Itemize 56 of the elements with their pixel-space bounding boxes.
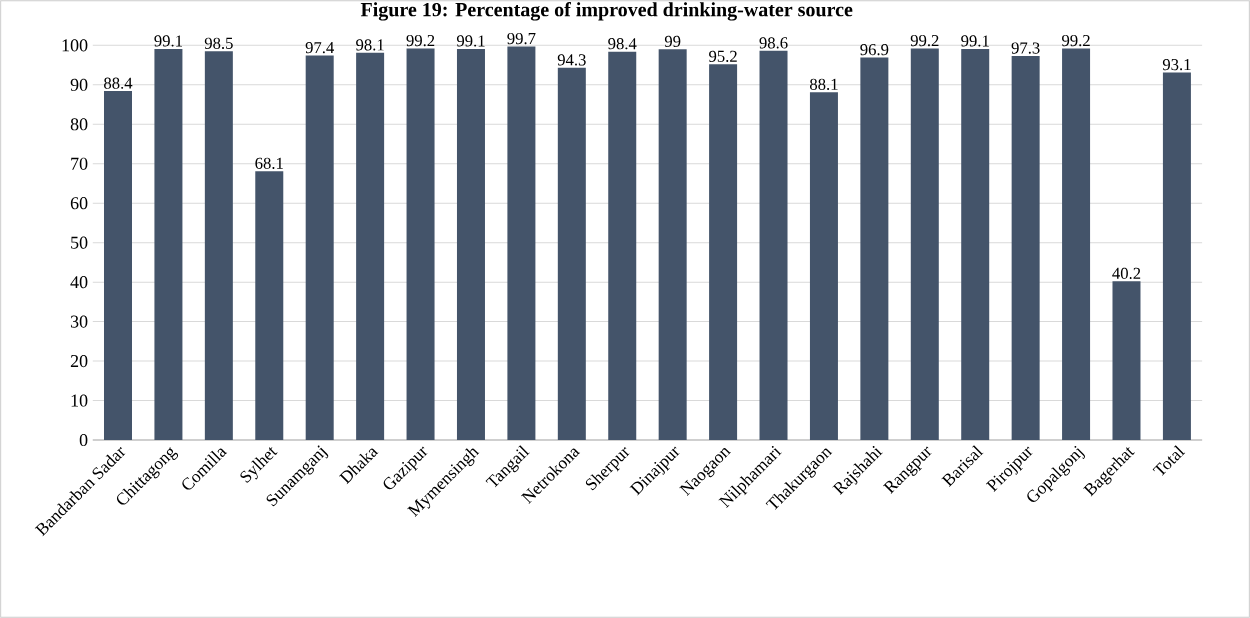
bar: [356, 52, 385, 440]
bar: [204, 51, 233, 440]
data-label: 99.1: [961, 35, 989, 47]
data-label: 99.1: [456, 35, 485, 47]
data-label: 95.2: [709, 50, 737, 62]
y-tick-label: 30: [70, 315, 88, 328]
data-label: 88.4: [104, 77, 133, 89]
data-label: 98.6: [759, 37, 788, 49]
data-label: 40.2: [1112, 267, 1141, 280]
chart-title: Figure 19: Percentage of improved drinking-water source: [360, 2, 853, 21]
y-tick-label: 90: [70, 78, 88, 91]
bar: [809, 92, 838, 440]
data-label: 68.1: [255, 157, 283, 169]
bar: [104, 91, 132, 440]
y-tick-label: 70: [71, 157, 88, 170]
data-label: 94.3: [557, 54, 586, 66]
y-tick-label: 60: [70, 197, 88, 210]
bar: [1011, 55, 1040, 440]
bar: [709, 64, 738, 440]
bar: [557, 67, 586, 440]
bar: [305, 55, 334, 440]
data-label: 97.4: [305, 42, 335, 54]
bar: [759, 50, 788, 440]
data-label: 97.3: [1011, 42, 1040, 54]
bar: [658, 49, 687, 440]
data-label: 98.4: [608, 38, 637, 50]
y-tick-label: 40: [70, 276, 88, 289]
y-tick-label: 20: [70, 354, 88, 368]
y-tick-label: 50: [71, 236, 88, 249]
data-label: 99.2: [910, 34, 939, 47]
data-label: 99.7: [507, 32, 536, 45]
data-label: 99: [664, 35, 681, 48]
data-label: 96.9: [860, 44, 889, 56]
bar: [1062, 48, 1091, 440]
data-label: 99.2: [406, 34, 435, 47]
y-tick-label: 80: [70, 118, 88, 131]
bar: [1162, 72, 1191, 440]
data-label: 93.1: [1162, 59, 1191, 71]
data-label: 88.1: [809, 78, 838, 91]
bar: [608, 51, 637, 440]
data-label: 98.5: [204, 37, 233, 49]
bar: [456, 48, 485, 440]
bar: [961, 48, 990, 440]
bar: [860, 57, 889, 440]
bar: [154, 48, 183, 440]
y-tick-label: 0: [79, 433, 88, 447]
data-label: 99.2: [1062, 34, 1090, 47]
data-label: 99.1: [154, 35, 183, 47]
bar: [507, 46, 536, 440]
y-tick-label: 10: [71, 394, 88, 407]
bar: [406, 48, 435, 440]
data-label: 98.1: [356, 39, 384, 51]
y-tick-label: 100: [62, 39, 88, 52]
bar: [910, 48, 939, 440]
bar: [255, 171, 284, 440]
bar: [1112, 281, 1141, 440]
